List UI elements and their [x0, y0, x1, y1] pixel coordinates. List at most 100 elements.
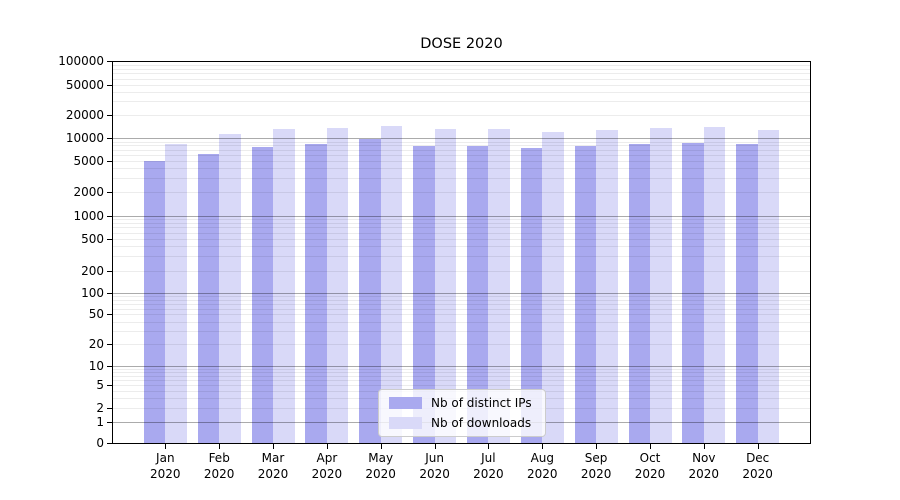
- gridline-minor: [113, 191, 810, 193]
- gridline-minor: [113, 222, 810, 224]
- y-tick-mark: [107, 422, 112, 423]
- y-tick-label-20000: 20000: [65, 107, 104, 122]
- x-tick-label-oct: Oct 2020: [634, 451, 666, 481]
- gridline-minor: [113, 314, 810, 316]
- bar-downloads-apr: [326, 128, 349, 443]
- bar-distinct_ips-feb: [197, 154, 220, 443]
- x-tick-label-jun: Jun 2020: [419, 451, 450, 481]
- gridline-minor: [113, 321, 810, 323]
- y-tick-mark: [107, 293, 112, 294]
- y-tick-label-500: 500: [81, 231, 104, 246]
- y-tick-mark: [107, 385, 112, 386]
- gridline-minor: [113, 296, 810, 297]
- y-tick-mark: [107, 443, 112, 444]
- y-tick-mark: [107, 161, 112, 162]
- x-tick-mark: [219, 444, 221, 449]
- gridline-minor: [113, 101, 810, 103]
- x-tick-label-sep: Sep 2020: [580, 451, 612, 481]
- x-tick-mark: [542, 444, 544, 449]
- x-tick-mark: [596, 444, 598, 449]
- legend-item-distinct-ips: Nb of distinct IPs: [389, 395, 535, 411]
- bar-downloads-aug: [542, 132, 564, 443]
- gridline-minor: [113, 168, 810, 170]
- gridline-minor: [113, 85, 810, 86]
- y-tick-mark: [107, 344, 112, 345]
- bar-distinct_ips-jun: [413, 145, 435, 443]
- x-tick-mark: [165, 444, 167, 449]
- x-tick-mark: [488, 444, 490, 449]
- y-tick-mark: [107, 408, 112, 409]
- bar-distinct_ips-apr: [305, 144, 327, 443]
- gridline-minor: [113, 219, 810, 220]
- gridline-major: [113, 215, 810, 217]
- x-tick-label-mar: Mar 2020: [257, 451, 289, 481]
- bar-distinct_ips-may: [359, 139, 381, 443]
- y-tick-mark: [107, 216, 112, 217]
- y-tick-mark: [107, 239, 112, 240]
- y-tick-label-50: 50: [88, 307, 104, 322]
- legend-label-downloads: Nb of downloads: [431, 416, 532, 430]
- gridline-minor: [113, 238, 810, 240]
- x-tick-mark: [757, 444, 759, 449]
- gridline-minor: [113, 380, 810, 381]
- gridline-minor: [113, 68, 810, 70]
- gridline-minor: [113, 141, 810, 143]
- gridline-minor: [113, 375, 810, 377]
- bar-downloads-mar: [273, 128, 295, 443]
- gridline-major: [113, 366, 810, 367]
- gridline-minor: [113, 308, 810, 310]
- gridline-minor: [113, 256, 810, 258]
- bar-distinct_ips-sep: [574, 145, 597, 443]
- y-tick-mark: [107, 314, 112, 315]
- legend-label-distinct-ips: Nb of distinct IPs: [431, 396, 532, 410]
- y-tick-label-1: 1: [96, 414, 104, 429]
- y-tick-label-10: 10: [88, 359, 104, 373]
- legend-item-downloads: Nb of downloads: [389, 415, 535, 431]
- gridline-major: [113, 138, 810, 139]
- x-tick-label-dec: Dec 2020: [742, 451, 773, 481]
- bar-distinct_ips-oct: [628, 143, 650, 443]
- gridline-minor: [113, 149, 810, 151]
- bar-downloads-feb: [219, 133, 241, 443]
- x-tick-mark: [273, 444, 274, 449]
- y-tick-label-50000: 50000: [65, 78, 104, 92]
- bar-downloads-oct: [650, 127, 672, 443]
- legend-swatch-downloads: [389, 417, 422, 429]
- bar-distinct_ips-mar: [251, 146, 273, 443]
- gridline-major: [113, 292, 810, 294]
- y-tick-label-0: 0: [96, 436, 104, 451]
- x-tick-label-aug: Aug 2020: [527, 451, 558, 481]
- x-tick-label-may: May 2020: [365, 451, 396, 481]
- bar-distinct_ips-dec: [736, 143, 758, 443]
- gridline-minor: [113, 178, 810, 179]
- gridline-minor: [113, 92, 810, 94]
- legend-swatch-distinct-ips: [389, 397, 422, 409]
- legend: Nb of distinct IPs Nb of downloads: [378, 389, 546, 437]
- gridline-minor: [113, 368, 810, 370]
- gridline-minor: [113, 385, 810, 386]
- bar-downloads-jul: [488, 128, 510, 443]
- gridline-minor: [113, 232, 810, 234]
- y-tick-label-100: 100: [81, 285, 104, 300]
- gridline-minor: [113, 155, 810, 156]
- gridline-minor: [113, 344, 810, 346]
- y-tick-mark: [107, 271, 112, 272]
- y-tick-label-10000: 10000: [65, 131, 104, 145]
- x-tick-mark: [703, 444, 705, 449]
- gridline-minor: [113, 331, 810, 332]
- x-tick-mark: [380, 444, 382, 449]
- plot-area: Nb of distinct IPs Nb of downloads: [112, 61, 811, 444]
- y-tick-mark: [107, 85, 112, 86]
- y-tick-label-5: 5: [96, 378, 104, 392]
- y-tick-label-200: 200: [81, 263, 104, 278]
- y-tick-mark: [107, 366, 112, 367]
- bar-downloads-may: [380, 125, 403, 443]
- y-tick-label-100000: 100000: [58, 54, 104, 68]
- y-tick-label-2: 2: [96, 400, 104, 415]
- x-tick-label-feb: Feb 2020: [203, 451, 235, 481]
- bar-distinct_ips-nov: [682, 143, 704, 443]
- gridline-minor: [113, 64, 810, 66]
- x-tick-mark: [434, 444, 436, 449]
- y-tick-label-20: 20: [88, 337, 104, 352]
